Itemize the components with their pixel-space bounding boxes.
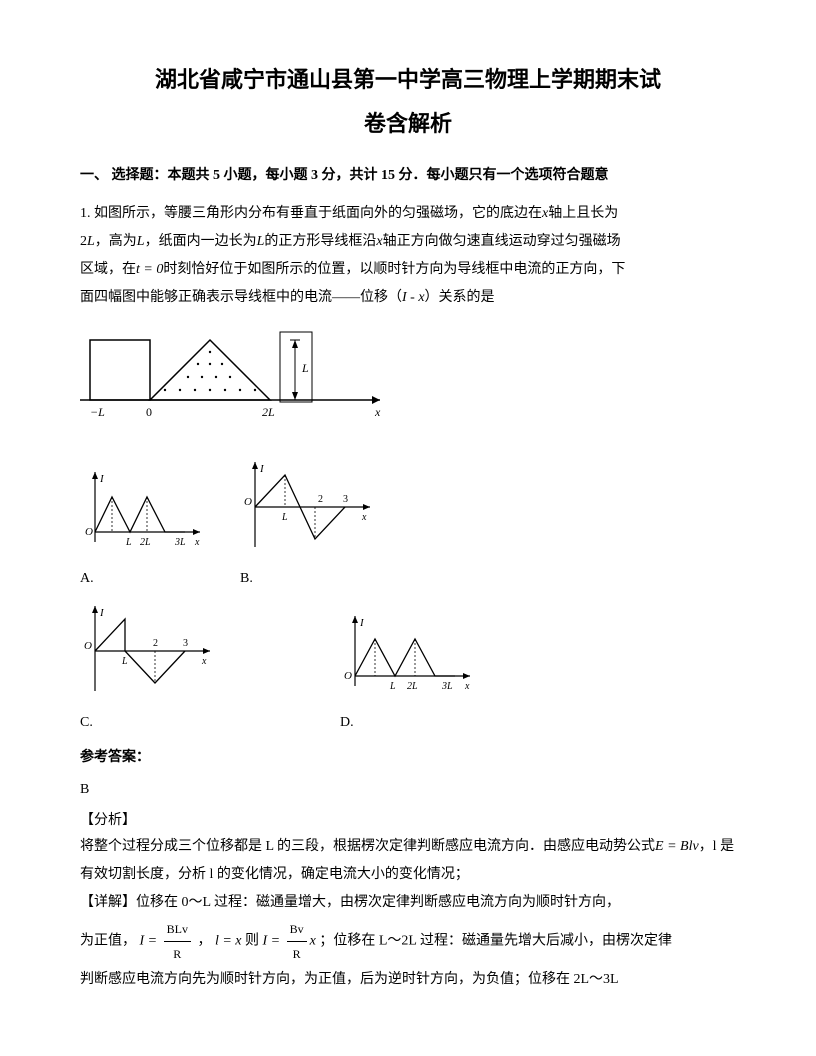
svg-text:2: 2 xyxy=(153,638,158,649)
page-title-line1: 湖北省咸宁市通山县第一中学高三物理上学期期末试 xyxy=(80,60,736,100)
analysis-text: 将整个过程分成三个位移都是 L 的三段，根据楞次定律判断感应电流方向．由感应电动… xyxy=(80,833,736,889)
option-a: O I L 2L 3L x A. xyxy=(80,467,210,591)
detail-formulas: 为正值， I = BLvR ， l = x 则 I = BvRx ；位移在 L～… xyxy=(80,917,736,966)
answer-value: B xyxy=(80,777,736,802)
svg-text:O: O xyxy=(84,640,92,652)
options-row-2: O I L 2 3 x C. O I L 2L 3L x D. xyxy=(80,601,736,735)
svg-text:I: I xyxy=(99,473,105,485)
page-title-line2: 卷含解析 xyxy=(80,104,736,144)
svg-text:L: L xyxy=(301,361,309,375)
svg-text:L: L xyxy=(281,512,288,523)
svg-text:O: O xyxy=(344,670,352,682)
detail-text-cont: 判断感应电流方向先为顺时针方向，为正值，后为逆时针方向，为负值；位移在 2L～3… xyxy=(80,966,736,994)
svg-text:I: I xyxy=(359,617,365,629)
svg-text:O: O xyxy=(244,496,252,508)
svg-text:L: L xyxy=(121,656,128,667)
svg-text:x: x xyxy=(374,405,381,419)
option-b: O I L 2 3 x B. xyxy=(240,457,380,591)
options-row-1: O I L 2L 3L x A. O I L 2 3 x B. xyxy=(80,457,736,591)
svg-text:O: O xyxy=(85,526,93,538)
svg-text:3L: 3L xyxy=(174,537,186,548)
svg-text:2L: 2L xyxy=(407,681,418,692)
answer-label: 参考答案： xyxy=(80,745,736,770)
option-d: O I L 2L 3L x D. xyxy=(340,611,480,735)
svg-text:2L: 2L xyxy=(262,405,275,419)
svg-text:x: x xyxy=(361,512,367,523)
svg-text:x: x xyxy=(201,656,207,667)
svg-text:I: I xyxy=(99,607,105,619)
question-number: 1. xyxy=(80,206,91,221)
answer-section: 参考答案： B 【分析】 将整个过程分成三个位移都是 L 的三段，根据楞次定律判… xyxy=(80,745,736,994)
analysis-label: 【分析】 xyxy=(80,808,736,833)
svg-text:x: x xyxy=(464,681,470,692)
svg-text:L: L xyxy=(125,537,132,548)
detail-text: 【详解】位移在 0～L 过程：磁通量增大，由楞次定律判断感应电流方向为顺时针方向… xyxy=(80,889,736,917)
svg-text:3: 3 xyxy=(343,494,348,505)
svg-text:3: 3 xyxy=(183,638,188,649)
main-diagram: −L 0 2L x L xyxy=(80,322,736,446)
svg-text:2L: 2L xyxy=(140,537,151,548)
svg-text:3L: 3L xyxy=(441,681,453,692)
svg-text:0: 0 xyxy=(146,405,152,419)
svg-text:−L: −L xyxy=(90,405,105,419)
svg-text:x: x xyxy=(194,537,200,548)
section-header: 一、 选择题：本题共 5 小题，每小题 3 分，共计 15 分．每小题只有一个选… xyxy=(80,163,736,188)
svg-text:I: I xyxy=(259,463,265,475)
svg-text:L: L xyxy=(389,681,396,692)
svg-text:2: 2 xyxy=(318,494,323,505)
option-c: O I L 2 3 x C. xyxy=(80,601,220,735)
question-text: 1. 如图所示，等腰三角形内分布有垂直于纸面向外的匀强磁场，它的底边在x轴上且长… xyxy=(80,200,736,312)
